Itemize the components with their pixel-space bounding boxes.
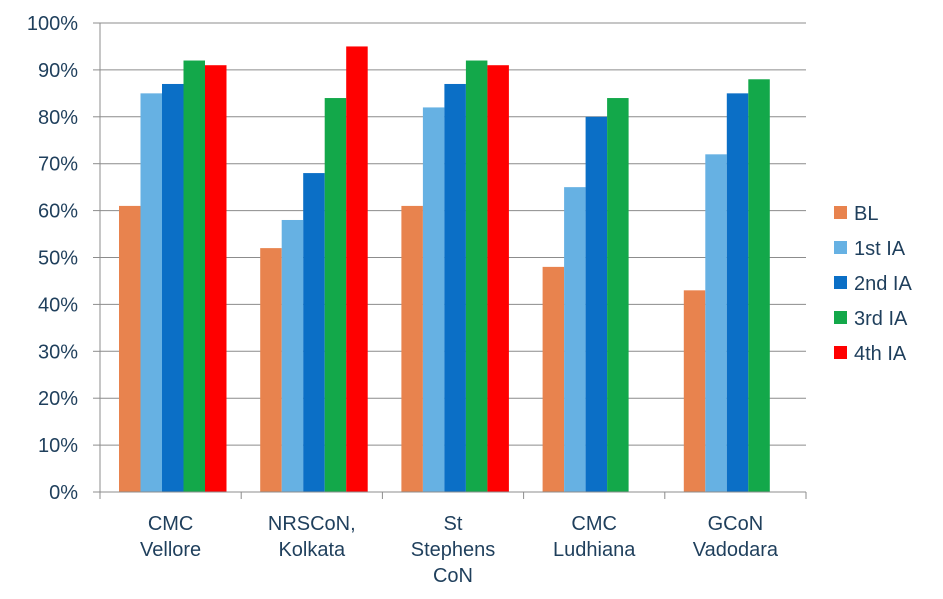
bar-1st-ia	[705, 154, 727, 492]
bar-3rd-ia	[748, 79, 770, 492]
x-category-label: CoN	[433, 565, 473, 587]
bar-1st-ia	[564, 187, 586, 492]
legend-swatch	[834, 276, 847, 289]
bar-4th-ia	[487, 65, 509, 493]
axes	[93, 22, 807, 499]
y-tick-label: 60%	[38, 201, 78, 223]
bar-3rd-ia	[183, 60, 205, 493]
x-category-label: Kolkata	[278, 539, 346, 561]
legend-label: 3rd IA	[854, 308, 908, 330]
bar-2nd-ia	[444, 83, 466, 492]
legend-swatch	[834, 346, 847, 359]
y-tick-labels: 0% 10% 20% 30% 40% 50% 60% 70% 80% 90% 100%	[27, 13, 78, 504]
bar-2nd-ia	[162, 83, 184, 492]
legend-swatch	[834, 241, 847, 254]
x-category-label: CMC	[148, 513, 194, 535]
y-tick-label: 80%	[38, 107, 78, 129]
x-category-label: Ludhiana	[553, 539, 636, 561]
y-tick-label: 100%	[27, 13, 78, 35]
bar-3rd-ia	[465, 60, 488, 493]
legend-swatch	[834, 206, 847, 219]
legend-swatch	[834, 311, 847, 324]
y-tick-label: 50%	[38, 248, 78, 270]
legend-label: 1st IA	[854, 238, 906, 260]
legend-label: 2nd IA	[854, 273, 912, 295]
x-category-label: NRSCoN,	[268, 513, 356, 535]
bar-3rd-ia	[324, 98, 347, 492]
bar-4th-ia	[346, 46, 368, 492]
x-category-label: Stephens	[411, 539, 496, 561]
legend-label: BL	[854, 203, 878, 225]
y-tick-label: 0%	[49, 482, 78, 504]
bar-2nd-ia	[726, 93, 749, 492]
x-category-label: Vellore	[140, 539, 201, 561]
category-labels: CMC Vellore NRSCoN, Kolkata St Stephens CoN CMC…	[140, 513, 779, 587]
bar-bl	[683, 290, 706, 492]
y-tick-label: 40%	[38, 294, 78, 316]
x-category-label: Vadodara	[693, 539, 779, 561]
bar-1st-ia	[140, 93, 162, 492]
y-tick-label: 20%	[38, 388, 78, 410]
bars	[119, 46, 770, 493]
bar-bl	[119, 205, 141, 492]
bar-bl	[260, 248, 282, 492]
y-tick-label: 70%	[38, 154, 78, 176]
legend: BL 1st IA 2nd IA 3rd IA 4th IA	[834, 203, 912, 365]
bar-1st-ia	[422, 107, 445, 493]
x-category-label: CMC	[571, 513, 617, 535]
y-tick-label: 90%	[38, 60, 78, 82]
x-category-label: GCoN	[708, 513, 764, 535]
bar-bl	[542, 266, 565, 492]
bar-bl	[401, 205, 423, 492]
bar-4th-ia	[205, 65, 227, 493]
y-tick-label: 10%	[38, 435, 78, 457]
x-category-label: St	[444, 513, 463, 535]
bar-2nd-ia	[585, 116, 608, 493]
y-tick-label: 30%	[38, 341, 78, 363]
bar-1st-ia	[281, 219, 304, 493]
bar-2nd-ia	[303, 173, 325, 492]
legend-label: 4th IA	[854, 343, 907, 365]
bar-3rd-ia	[607, 98, 629, 492]
